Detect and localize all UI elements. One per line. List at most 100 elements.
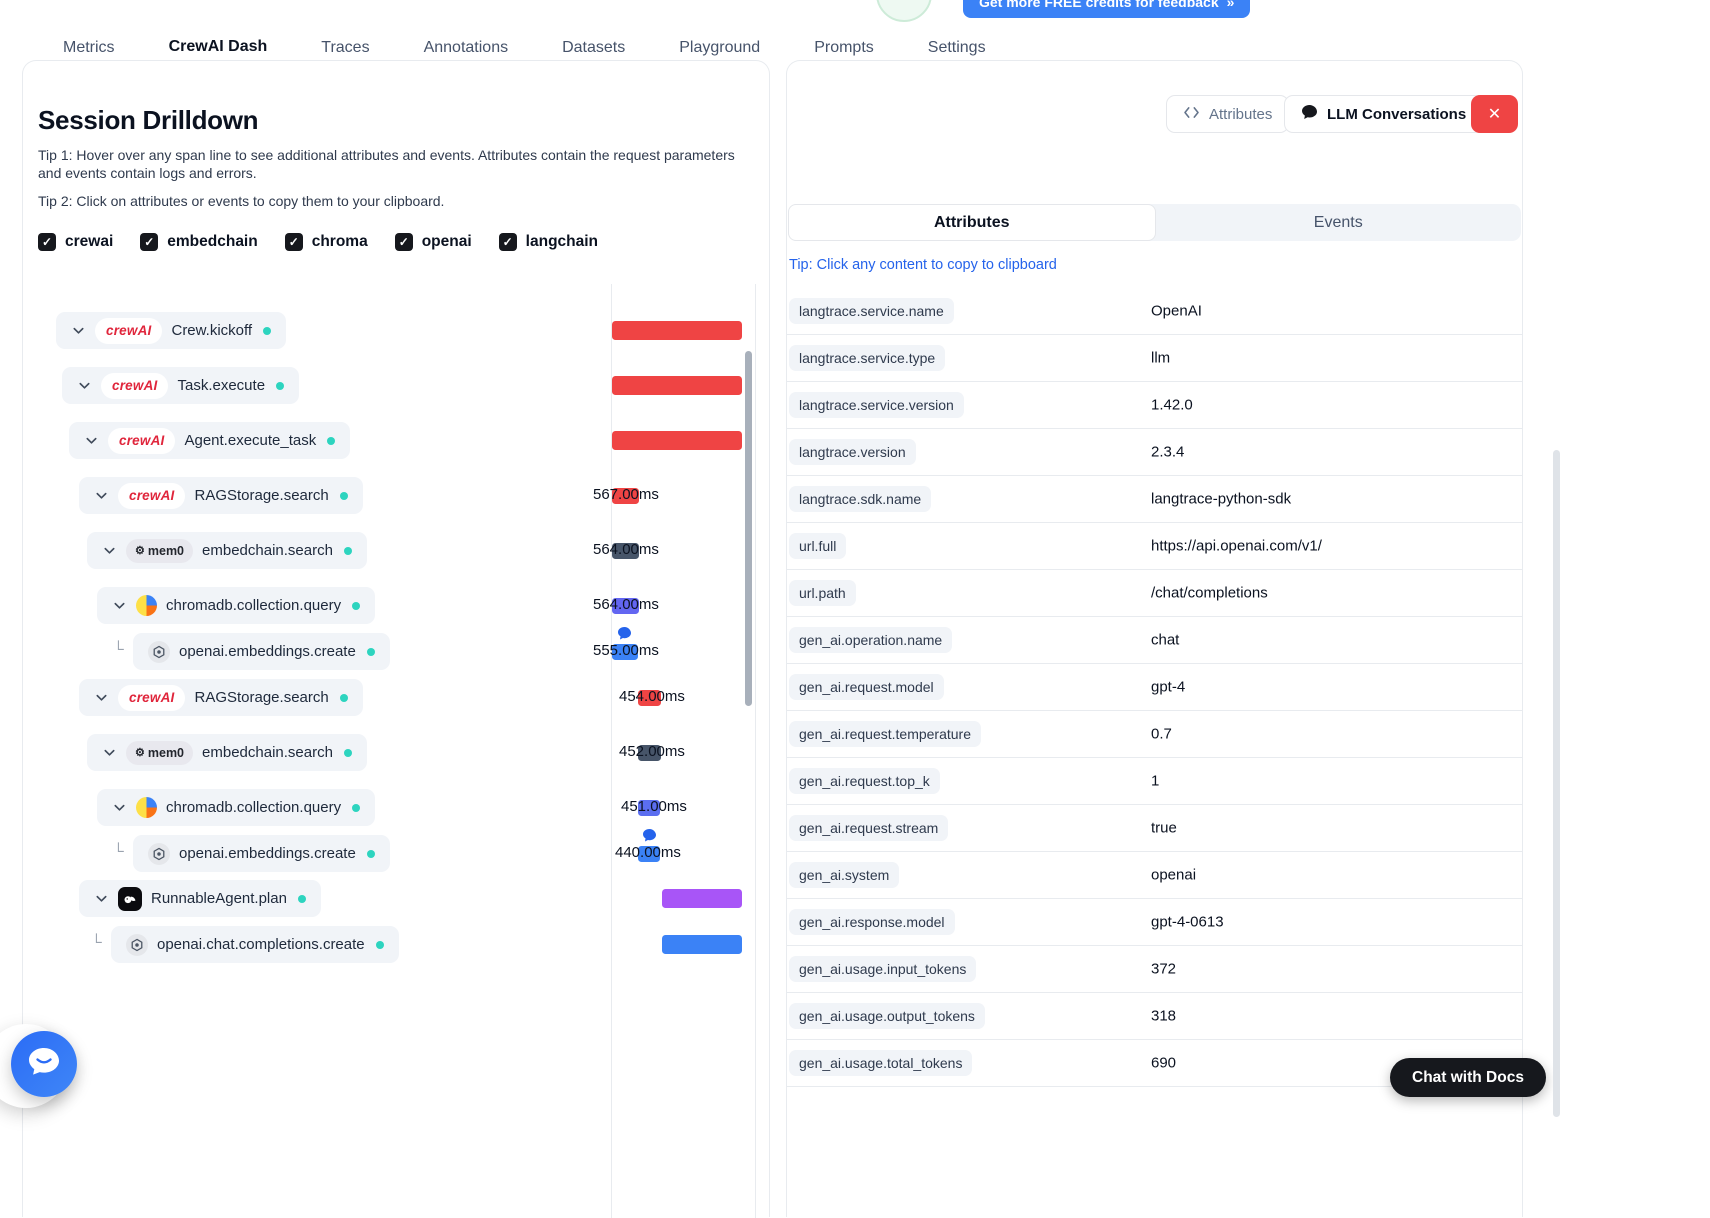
filter-openai[interactable]: ✓ openai bbox=[394, 233, 472, 251]
attribute-value[interactable]: openai bbox=[1151, 866, 1197, 884]
attribute-key[interactable]: gen_ai.operation.name bbox=[789, 627, 953, 653]
chevron-down-icon[interactable] bbox=[94, 488, 109, 503]
span-row-openai.chat.completions.create[interactable]: └ openai.chat.completions.create bbox=[23, 926, 769, 963]
checkbox-icon[interactable]: ✓ bbox=[498, 233, 517, 251]
chat-with-docs-button[interactable]: Chat with Docs bbox=[1390, 1058, 1546, 1097]
filter-crewai[interactable]: ✓ crewai bbox=[38, 233, 113, 251]
attribute-value[interactable]: OpenAI bbox=[1151, 302, 1202, 320]
avatar[interactable] bbox=[876, 0, 932, 22]
chevron-down-icon[interactable] bbox=[102, 745, 117, 760]
chevron-down-icon[interactable] bbox=[71, 323, 86, 338]
timeline-bar[interactable] bbox=[612, 431, 742, 450]
attribute-value[interactable]: gpt-4-0613 bbox=[1151, 913, 1224, 931]
span-label-pill[interactable]: crewAI Agent.execute_task bbox=[69, 422, 351, 459]
tree-scrollbar[interactable] bbox=[745, 351, 752, 706]
tab-attributes[interactable]: Attributes bbox=[788, 204, 1156, 241]
chevron-down-icon[interactable] bbox=[84, 433, 99, 448]
attribute-key[interactable]: url.full bbox=[789, 533, 847, 559]
attribute-key[interactable]: gen_ai.request.temperature bbox=[789, 721, 981, 747]
span-row-Crew.kickoff[interactable]: crewAI Crew.kickoff bbox=[23, 312, 769, 349]
chevron-down-icon[interactable] bbox=[77, 378, 92, 393]
span-row-RAGStorage.search[interactable]: crewAI RAGStorage.search 567.00ms bbox=[23, 477, 769, 514]
span-row-embedchain.search[interactable]: ⚙ mem0 embedchain.search 452.00ms bbox=[23, 734, 769, 771]
checkbox-icon[interactable]: ✓ bbox=[38, 233, 56, 251]
close-button[interactable]: ✕ bbox=[1471, 95, 1518, 133]
timeline-bar[interactable] bbox=[662, 935, 742, 954]
attribute-key[interactable]: gen_ai.usage.total_tokens bbox=[789, 1050, 973, 1076]
checkbox-icon[interactable]: ✓ bbox=[284, 233, 303, 251]
attribute-value[interactable]: /chat/completions bbox=[1151, 584, 1268, 602]
span-label-pill[interactable]: ⚙ mem0 embedchain.search bbox=[87, 532, 367, 569]
free-credits-button[interactable]: Get more FREE credits for feedback » bbox=[963, 0, 1251, 18]
tab-events[interactable]: Events bbox=[1313, 213, 1363, 231]
span-row-chromadb.collection.query[interactable]: chromadb.collection.query 564.00ms bbox=[23, 587, 769, 624]
attribute-key[interactable]: gen_ai.usage.input_tokens bbox=[789, 956, 977, 982]
filter-chroma[interactable]: ✓ chroma bbox=[284, 233, 368, 251]
attribute-value[interactable]: true bbox=[1151, 819, 1177, 837]
tab-metrics[interactable]: Metrics bbox=[63, 39, 115, 56]
attribute-key[interactable]: gen_ai.system bbox=[789, 862, 900, 888]
span-label-pill[interactable]: crewAI RAGStorage.search bbox=[79, 477, 363, 514]
tab-playground[interactable]: Playground bbox=[679, 39, 761, 56]
span-label-pill[interactable]: chromadb.collection.query bbox=[97, 587, 376, 624]
attribute-value[interactable]: langtrace-python-sdk bbox=[1151, 490, 1292, 508]
span-label-pill[interactable]: openai.embeddings.create bbox=[133, 835, 390, 872]
timeline-bar[interactable] bbox=[612, 488, 639, 504]
timeline-bar[interactable] bbox=[638, 745, 661, 761]
span-row-embedchain.search[interactable]: ⚙ mem0 embedchain.search 564.00ms bbox=[23, 532, 769, 569]
attributes-toggle-button[interactable]: Attributes bbox=[1166, 95, 1290, 133]
tab-prompts[interactable]: Prompts bbox=[814, 39, 874, 56]
attribute-value[interactable]: chat bbox=[1151, 631, 1180, 649]
attribute-value[interactable]: 372 bbox=[1151, 960, 1177, 978]
attribute-key[interactable]: gen_ai.request.model bbox=[789, 674, 944, 700]
checkbox-icon[interactable]: ✓ bbox=[140, 233, 159, 251]
attribute-value[interactable]: 318 bbox=[1151, 1007, 1177, 1025]
attribute-key[interactable]: gen_ai.response.model bbox=[789, 909, 955, 935]
attribute-value[interactable]: 1.42.0 bbox=[1151, 396, 1193, 414]
attribute-value[interactable]: 2.3.4 bbox=[1151, 443, 1185, 461]
span-row-Agent.execute_task[interactable]: crewAI Agent.execute_task bbox=[23, 422, 769, 459]
attribute-key[interactable]: gen_ai.request.top_k bbox=[789, 768, 940, 794]
span-row-openai.embeddings.create[interactable]: └ openai.embeddings.create 440.00ms bbox=[23, 829, 769, 872]
tab-traces[interactable]: Traces bbox=[321, 39, 370, 56]
tab-datasets[interactable]: Datasets bbox=[562, 39, 626, 56]
filter-langchain[interactable]: ✓ langchain bbox=[498, 233, 598, 251]
attribute-key[interactable]: langtrace.service.type bbox=[789, 345, 946, 371]
span-label-pill[interactable]: ⚙ mem0 embedchain.search bbox=[87, 734, 367, 771]
span-row-chromadb.collection.query[interactable]: chromadb.collection.query 451.00ms bbox=[23, 789, 769, 826]
chevron-down-icon[interactable] bbox=[94, 690, 109, 705]
timeline-bar[interactable] bbox=[638, 690, 661, 706]
span-row-RAGStorage.search[interactable]: crewAI RAGStorage.search 454.00ms bbox=[23, 679, 769, 716]
chevron-down-icon[interactable] bbox=[94, 891, 109, 906]
attribute-key[interactable]: gen_ai.request.stream bbox=[789, 815, 949, 841]
chevron-down-icon[interactable] bbox=[112, 598, 127, 613]
chat-launcher-button[interactable] bbox=[11, 1031, 77, 1097]
timeline-bar[interactable] bbox=[612, 376, 742, 395]
span-row-openai.embeddings.create[interactable]: └ openai.embeddings.create 555.00ms bbox=[23, 627, 769, 670]
attribute-value[interactable]: 690 bbox=[1151, 1054, 1177, 1072]
span-label-pill[interactable]: crewAI Crew.kickoff bbox=[56, 312, 287, 349]
attribute-value[interactable]: https://api.openai.com/v1/ bbox=[1151, 537, 1322, 555]
span-label-pill[interactable]: chromadb.collection.query bbox=[97, 789, 376, 826]
timeline-bar[interactable] bbox=[612, 543, 639, 559]
tab-annotations[interactable]: Annotations bbox=[423, 39, 509, 56]
attribute-key[interactable]: langtrace.version bbox=[789, 439, 916, 465]
chevron-down-icon[interactable] bbox=[112, 800, 127, 815]
chevron-down-icon[interactable] bbox=[102, 543, 117, 558]
attribute-key[interactable]: langtrace.service.name bbox=[789, 298, 954, 324]
span-label-pill[interactable]: crewAI Task.execute bbox=[62, 367, 300, 404]
llm-conversations-button[interactable]: LLM Conversations bbox=[1284, 95, 1484, 133]
page-scrollbar[interactable] bbox=[1553, 450, 1560, 1117]
span-label-pill[interactable]: RunnableAgent.plan bbox=[79, 880, 321, 917]
timeline-bar[interactable] bbox=[638, 846, 660, 862]
attribute-key[interactable]: gen_ai.usage.output_tokens bbox=[789, 1003, 985, 1029]
tab-settings[interactable]: Settings bbox=[927, 39, 986, 56]
timeline-bar[interactable] bbox=[612, 644, 638, 660]
timeline-bar[interactable] bbox=[612, 598, 639, 614]
span-label-pill[interactable]: openai.embeddings.create bbox=[133, 633, 390, 670]
attribute-key[interactable]: langtrace.sdk.name bbox=[789, 486, 932, 512]
attribute-key[interactable]: langtrace.service.version bbox=[789, 392, 964, 418]
span-label-pill[interactable]: crewAI RAGStorage.search bbox=[79, 679, 363, 716]
checkbox-icon[interactable]: ✓ bbox=[394, 233, 413, 251]
attribute-value[interactable]: 1 bbox=[1151, 772, 1160, 790]
